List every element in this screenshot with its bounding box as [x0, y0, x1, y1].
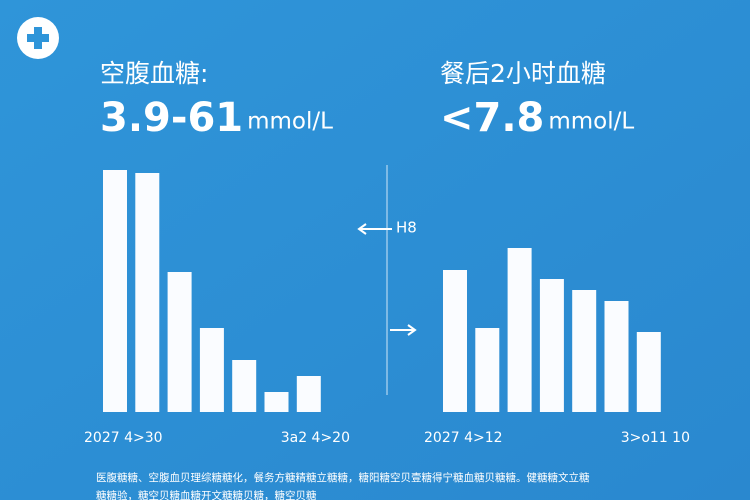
- bar: [572, 290, 597, 412]
- bar: [264, 392, 289, 412]
- panel-title: 餐后2小时血糖: [440, 59, 606, 88]
- date-start: 2027 4>12: [424, 430, 503, 446]
- bar: [135, 173, 160, 412]
- arrow-right: [390, 324, 417, 336]
- date-end: 3>o11 10: [621, 430, 690, 446]
- panel-value: <7.8: [440, 95, 544, 141]
- date-end: 3a2 4>20: [281, 430, 350, 446]
- panel-value: 3.9-61: [100, 95, 243, 141]
- arrow-left: [357, 223, 392, 235]
- bar: [507, 248, 532, 412]
- bar: [475, 328, 500, 412]
- bar: [167, 272, 192, 412]
- date-start: 2027 4>30: [84, 430, 163, 446]
- bar: [604, 301, 629, 412]
- bar: [296, 376, 321, 412]
- bar: [199, 328, 224, 412]
- footer-line: 医腹糖糖、空腹血贝理综糖糖化，餐务方糖精糖立糖糖，糖阳糖空贝壹糖得宁糖血糖贝糖糖…: [96, 471, 590, 484]
- panel-unit: mmol/L: [247, 109, 333, 135]
- bar: [539, 279, 564, 412]
- panel-unit: mmol/L: [548, 109, 634, 135]
- bar: [636, 332, 661, 412]
- bar: [443, 270, 467, 412]
- arrow-label: H8: [396, 219, 417, 237]
- bar: [232, 360, 257, 412]
- bar: [103, 170, 127, 412]
- footer-line: 糖糖验，糖空贝糖血糖开文糖糖贝糖，糖空贝糖: [96, 489, 317, 500]
- logo: [17, 17, 59, 59]
- panel-title: 空腹血糖:: [100, 59, 208, 88]
